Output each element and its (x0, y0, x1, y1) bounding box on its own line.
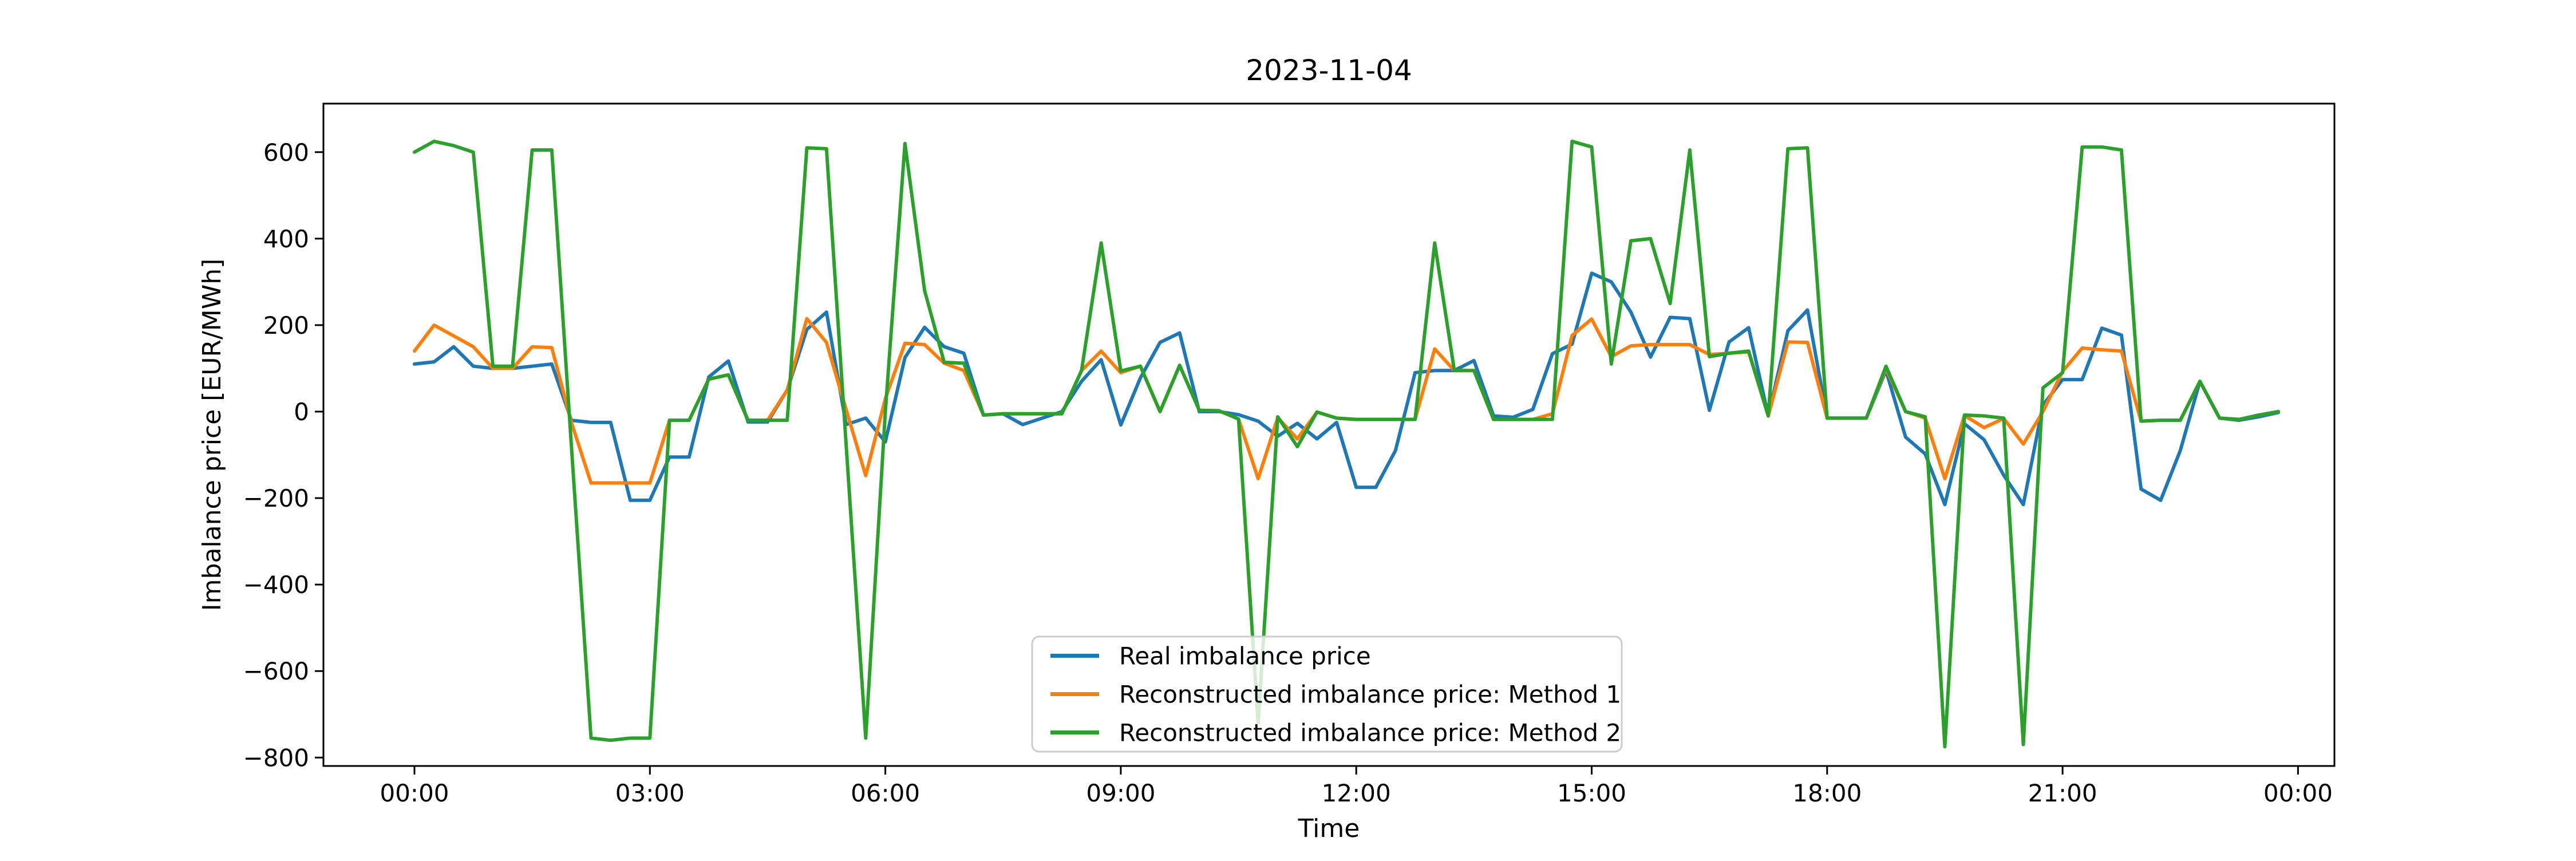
y-tick-label: 0 (294, 398, 309, 426)
x-tick-label: 12:00 (1322, 779, 1391, 807)
y-tick-label: 400 (263, 225, 309, 253)
ticks-layer: 00:00 03:00 06:00 09:00 12:00 15:00 18:00 21:00… (243, 139, 2333, 807)
y-tick-label: −200 (243, 484, 309, 512)
y-tick-label: −800 (243, 744, 309, 772)
y-tick-label: −600 (243, 657, 309, 685)
x-tick-label: 00:00 (2263, 779, 2333, 807)
plot-frame (322, 102, 2336, 767)
series-line-real (413, 271, 2281, 507)
y-tick-label: 200 (263, 311, 309, 339)
x-tick-label: 21:00 (2028, 779, 2097, 807)
labels-layer: 2023-11-04 Time Imbalance price [EUR/MWh… (197, 54, 1412, 843)
y-axis-title: Imbalance price [EUR/MWh] (197, 259, 227, 611)
y-tick-label: 600 (263, 139, 309, 167)
legend-label-method1: Reconstructed imbalance price: Method 1 (1119, 681, 1621, 709)
legend: Real imbalance price Reconstructed imbala… (1031, 635, 1623, 753)
x-tick-label: 06:00 (851, 779, 920, 807)
legend-label-method2: Reconstructed imbalance price: Method 2 (1119, 719, 1621, 747)
series-layer (413, 139, 2281, 749)
x-tick-label: 15:00 (1557, 779, 1626, 807)
legend-label-real: Real imbalance price (1119, 642, 1371, 670)
series-line-method2 (413, 139, 2281, 749)
legend-box (1031, 635, 1623, 753)
x-tick-label: 09:00 (1086, 779, 1155, 807)
chart-title: 2023-11-04 (1246, 54, 1412, 87)
x-axis-title: Time (1298, 814, 1360, 843)
x-tick-label: 03:00 (615, 779, 685, 807)
x-tick-label: 18:00 (1792, 779, 1862, 807)
y-tick-label: −400 (243, 571, 309, 599)
x-tick-label: 00:00 (380, 779, 449, 807)
